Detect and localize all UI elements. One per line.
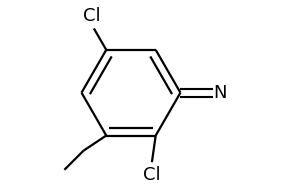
Text: N: N [214, 84, 227, 102]
Text: Cl: Cl [83, 7, 101, 25]
Text: Cl: Cl [143, 166, 161, 184]
